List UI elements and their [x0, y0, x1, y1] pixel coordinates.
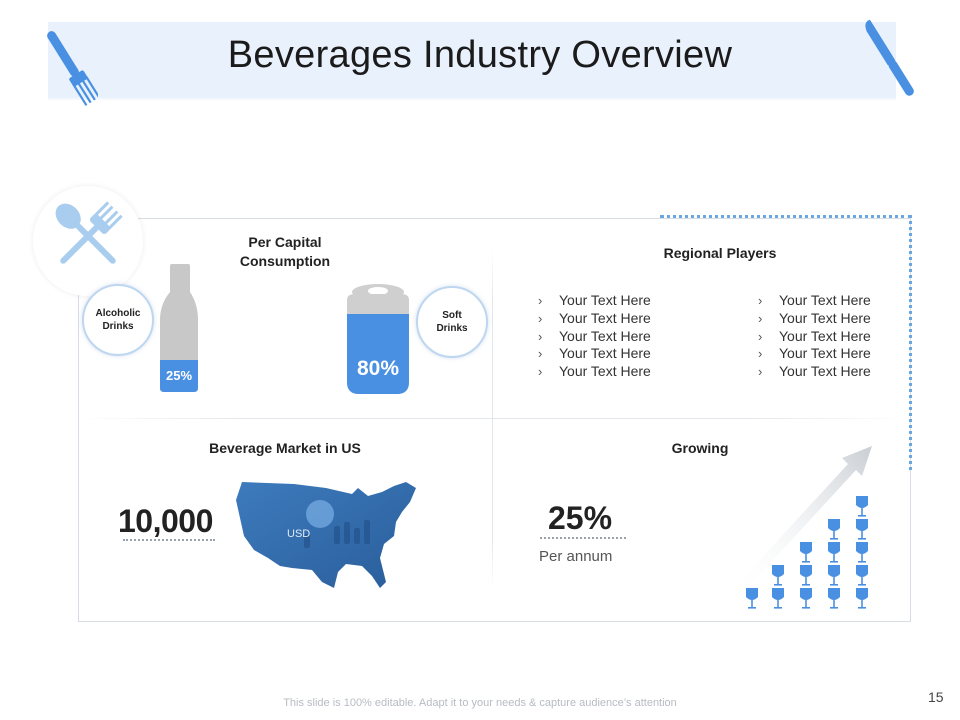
growth-underline — [540, 536, 626, 539]
us-map-icon — [236, 482, 416, 588]
wine-glass-icon — [828, 519, 840, 540]
wine-glass-icon — [746, 588, 758, 609]
wine-glass-icon — [828, 542, 840, 563]
chevron-right-icon: › — [758, 328, 763, 344]
cutlery-badge — [33, 186, 143, 296]
regional-player-text: Your Text Here — [559, 345, 651, 362]
value-underline — [123, 538, 215, 541]
regional-player-text: Your Text Here — [559, 292, 651, 308]
chevron-right-icon: › — [758, 346, 763, 362]
alcoholic-label-line2: Drinks — [102, 321, 134, 332]
fork-icon — [47, 31, 98, 106]
footer-note: This slide is 100% editable. Adapt it to… — [283, 697, 677, 709]
alcoholic-drinks-bubble: Alcoholic Drinks — [82, 284, 154, 356]
chevron-right-icon: › — [758, 293, 763, 308]
horizontal-divider — [80, 418, 910, 419]
growing-title: Growing — [671, 440, 729, 456]
page-number: 15 — [928, 689, 944, 705]
regional-players-title: Regional Players — [663, 245, 777, 261]
regional-player-item: › Your Text Here — [758, 310, 871, 328]
chevron-right-icon: › — [538, 346, 543, 362]
regional-player-item: › Your Text Here — [758, 292, 871, 310]
per-capita-title-line1: Per Capital — [248, 234, 322, 250]
wine-glass-icon — [800, 542, 812, 563]
growth-label: Per annum — [539, 548, 613, 565]
knife-icon — [865, 19, 914, 96]
wine-glass-icon — [856, 565, 868, 586]
regional-player-item: › Your Text Here — [758, 363, 871, 381]
regional-player-text: Your Text Here — [559, 327, 651, 344]
growth-value: 25% — [548, 500, 613, 536]
can-icon — [347, 284, 409, 394]
regional-player-item: › Your Text Here — [538, 345, 651, 363]
wine-glass-icon — [828, 588, 840, 609]
bottle-icon — [160, 264, 198, 392]
alcoholic-label-line1: Alcoholic — [95, 308, 141, 319]
regional-player-text: Your Text Here — [779, 327, 871, 344]
can-fill-level — [347, 314, 409, 394]
regional-player-item: › Your Text Here — [538, 292, 651, 310]
chevron-right-icon: › — [538, 364, 543, 380]
title-band — [48, 22, 896, 100]
regional-player-text: Your Text Here — [779, 345, 871, 362]
wine-glass-stack — [732, 446, 872, 609]
market-us-value: 10,000 — [118, 503, 213, 539]
regional-players-list-right: › Your Text Here › Your Text Here › Your Text… — [758, 292, 871, 381]
regional-players-list-left: › Your Text Here › Your Text Here › Your Text… — [538, 292, 651, 381]
slide-title: Beverages Industry Overview — [227, 34, 733, 76]
wine-glass-icon — [828, 565, 840, 586]
regional-player-item: › Your Text Here — [758, 328, 871, 346]
wine-glass-icon — [856, 588, 868, 609]
soft-percent: 80% — [356, 357, 400, 380]
chevron-right-icon: › — [538, 328, 543, 344]
regional-player-text: Your Text Here — [559, 309, 651, 326]
wine-glass-icon — [856, 542, 868, 563]
wine-glass-icon — [800, 588, 812, 609]
regional-player-text: Your Text Here — [779, 292, 871, 308]
spoon-fork-icon — [55, 201, 123, 264]
regional-player-item: › Your Text Here — [758, 345, 871, 363]
regional-player-item: › Your Text Here — [538, 328, 651, 346]
chevron-right-icon: › — [758, 310, 763, 326]
bottle-fill-level — [160, 360, 198, 392]
regional-player-text: Your Text Here — [559, 363, 651, 380]
alcoholic-percent: 25% — [165, 368, 193, 383]
wine-glass-icon — [772, 565, 784, 586]
wine-glass-icon — [772, 588, 784, 609]
chevron-right-icon: › — [538, 293, 543, 308]
growth-arrow-icon — [732, 446, 872, 596]
market-us-unit: USD — [287, 528, 311, 540]
wine-glass-icon — [856, 496, 868, 517]
wine-glass-icon — [800, 565, 812, 586]
chevron-right-icon: › — [538, 310, 543, 326]
regional-player-item: › Your Text Here — [538, 310, 651, 328]
regional-player-item: › Your Text Here — [538, 363, 651, 381]
regional-player-text: Your Text Here — [779, 309, 871, 326]
regional-player-text: Your Text Here — [779, 363, 871, 380]
dotted-accent — [660, 215, 912, 470]
market-us-title: Beverage Market in US — [209, 440, 361, 456]
soft-label-line1: Soft — [442, 310, 462, 321]
soft-drinks-bubble: Soft Drinks — [416, 286, 488, 358]
wine-glass-icon — [856, 519, 868, 540]
chevron-right-icon: › — [758, 364, 763, 380]
vertical-divider — [492, 250, 493, 590]
per-capita-title: Per Capital Consumption — [200, 233, 370, 271]
soft-label-line2: Drinks — [436, 323, 468, 334]
per-capita-title-line2: Consumption — [239, 253, 331, 269]
